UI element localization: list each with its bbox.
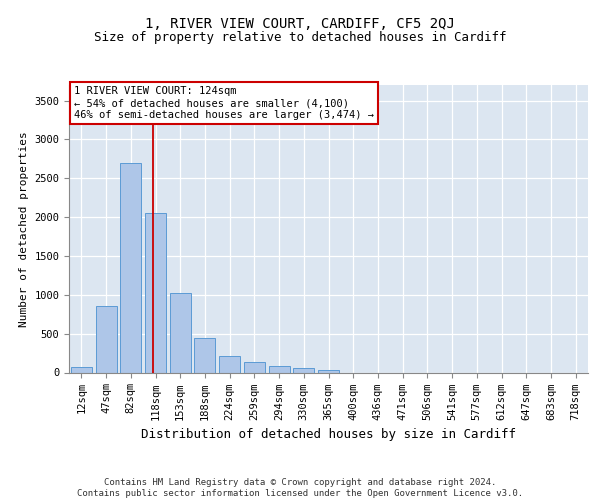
Text: Size of property relative to detached houses in Cardiff: Size of property relative to detached ho… — [94, 31, 506, 44]
Bar — [170, 293, 191, 372]
Bar — [194, 338, 215, 372]
Text: 1, RIVER VIEW COURT, CARDIFF, CF5 2QJ: 1, RIVER VIEW COURT, CARDIFF, CF5 2QJ — [145, 18, 455, 32]
Bar — [71, 368, 92, 372]
Bar — [95, 306, 116, 372]
X-axis label: Distribution of detached houses by size in Cardiff: Distribution of detached houses by size … — [141, 428, 516, 441]
Bar — [145, 213, 166, 372]
Bar — [269, 366, 290, 372]
Bar — [244, 362, 265, 372]
Bar — [219, 356, 240, 372]
Text: 1 RIVER VIEW COURT: 124sqm
← 54% of detached houses are smaller (4,100)
46% of s: 1 RIVER VIEW COURT: 124sqm ← 54% of deta… — [74, 86, 374, 120]
Bar — [293, 368, 314, 372]
Text: Contains HM Land Registry data © Crown copyright and database right 2024.
Contai: Contains HM Land Registry data © Crown c… — [77, 478, 523, 498]
Bar — [318, 370, 339, 372]
Bar — [120, 162, 141, 372]
Y-axis label: Number of detached properties: Number of detached properties — [19, 131, 29, 326]
